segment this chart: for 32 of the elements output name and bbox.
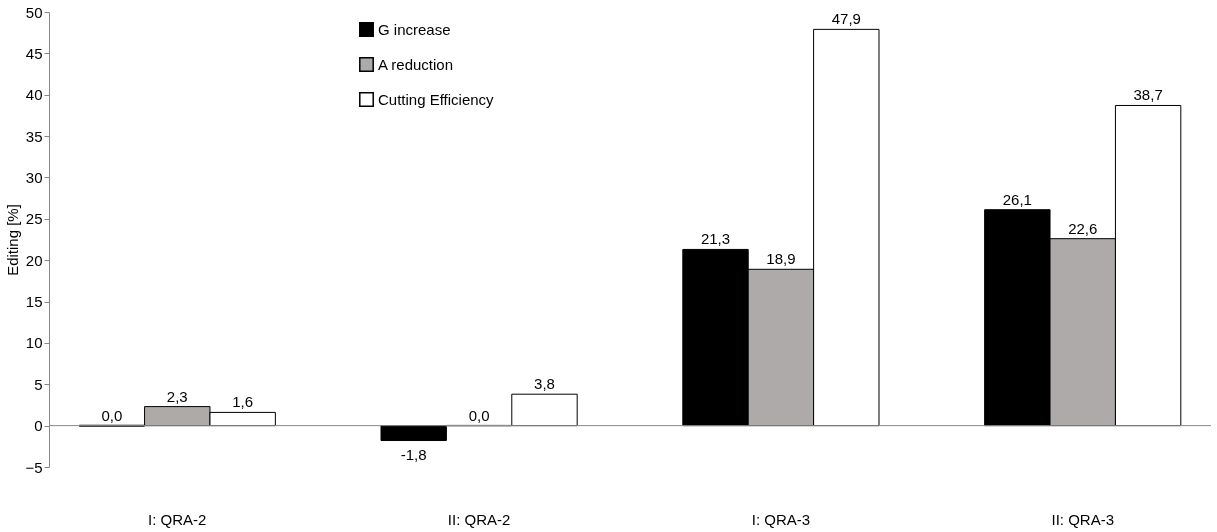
legend-label: G increase [378,20,451,38]
data-label: 3,8 [534,375,555,393]
data-label: 0,0 [468,406,490,424]
y-tick-label: 15 [25,293,43,311]
y-axis-title: Editing [%] [4,204,22,276]
y-tick-label: 50 [25,3,43,21]
y-tick-label: 40 [25,86,43,104]
y-tick-label: −5 [25,458,43,476]
y-tick-label: 30 [25,168,43,186]
data-label: 0,0 [101,406,123,424]
x-tick-label: I: QRA-3 [751,510,811,528]
data-label: 38,7 [1133,86,1163,104]
data-label: 18,9 [766,250,796,268]
data-label: -1,8 [400,445,427,463]
x-tick-label: I: QRA-2 [148,510,207,528]
data-label: 1,6 [232,393,254,411]
y-tick-label: 0 [34,417,43,435]
data-label: 22,6 [1068,219,1098,237]
data-label: 2,3 [166,387,188,405]
data-label: 47,9 [831,10,861,28]
y-tick-label: 25 [25,210,43,228]
legend-label: Cutting Efficiency [378,90,495,108]
y-tick-label: 10 [25,334,43,352]
data-label: 26,1 [1002,190,1032,208]
x-tick-label: II: QRA-2 [447,510,511,528]
y-tick-label: 20 [25,251,43,269]
y-tick-label: 5 [34,375,43,393]
x-tick-label: II: QRA-3 [1051,510,1114,528]
y-tick-label: 35 [25,127,43,145]
data-label: 21,3 [700,230,731,248]
y-tick-label: 45 [25,44,43,62]
legend-label: A reduction [378,55,454,73]
